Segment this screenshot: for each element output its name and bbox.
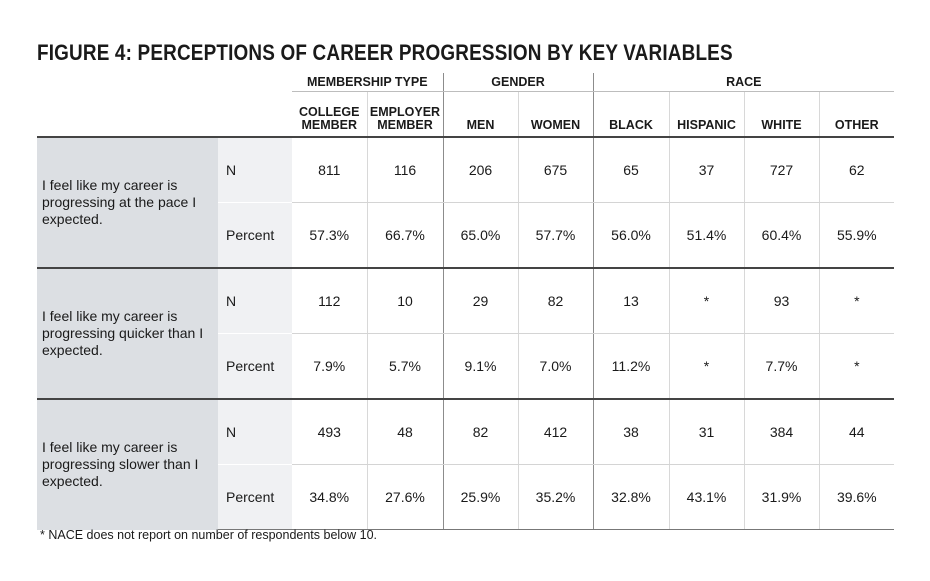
row-statement: I feel like my career is progressing at … <box>37 136 218 268</box>
stat-label-n: N <box>218 267 292 334</box>
column-header-white: WHITE <box>743 91 820 137</box>
stat-label-n: N <box>218 398 292 465</box>
cell-n-women: 412 <box>517 398 594 465</box>
column-header-employer-member: EMPLOYER MEMBER <box>366 91 443 137</box>
cell-n-women: 82 <box>517 267 594 334</box>
cell-percent-college-member: 7.9% <box>313 358 346 374</box>
stat-label-n: N <box>218 136 292 203</box>
cell-n-employer-member: 48 <box>366 398 443 465</box>
cell-percent-employer-member: 66.7% <box>366 202 443 268</box>
column-header-men: MEN <box>442 91 518 137</box>
cell-percent-women: 57.7% <box>517 202 594 268</box>
cell-percent-black: 11.2% <box>592 333 670 399</box>
cell-percent-white: 31.9% <box>743 464 820 530</box>
cell-n-white: 384 <box>743 398 820 465</box>
cell-n-hispanic: * <box>668 267 745 334</box>
table-row: I feel like my career is progressing slo… <box>37 398 895 530</box>
cell-n-black: 38 <box>592 398 670 465</box>
cell-n-hispanic: 37 <box>668 136 745 203</box>
cell-percent-college-member: 34.8% <box>292 464 367 530</box>
cell-n-men: 206 <box>442 136 518 203</box>
cell-n-men: 29 <box>442 267 518 334</box>
cell-n-black: 65 <box>592 136 670 203</box>
stat-label-percent: Percent <box>218 333 292 399</box>
group-header-gender: GENDER <box>442 73 594 92</box>
cell-n-women: 675 <box>517 136 594 203</box>
cell-n-men: 82 <box>442 398 518 465</box>
cell-n-white: 93 <box>743 267 820 334</box>
cell-percent-employer-member: 5.7% <box>366 333 443 399</box>
data-table: MEMBERSHIP TYPE GENDER RACE COLLEGE MEMB… <box>37 73 895 530</box>
cell-n-other: * <box>818 267 895 334</box>
cell-n-college-member: 112 <box>292 267 367 334</box>
table-row: I feel like my career is progressing qui… <box>37 267 895 399</box>
cell-n-hispanic: 31 <box>668 398 745 465</box>
cell-percent-other: * <box>818 333 895 399</box>
cell-percent-hispanic: 51.4% <box>668 202 745 268</box>
column-header-black: BLACK <box>592 91 670 137</box>
cell-n-other: 44 <box>818 398 895 465</box>
column-header-college-member: COLLEGE MEMBER <box>299 105 360 132</box>
cell-n-employer-member: 116 <box>366 136 443 203</box>
group-header-membership: MEMBERSHIP TYPE <box>292 73 443 92</box>
stat-label-percent: Percent <box>218 202 292 268</box>
footnote: * NACE does not report on number of resp… <box>40 528 378 542</box>
cell-percent-college-member: 57.3% <box>309 227 350 243</box>
table-row: I feel like my career is progressing at … <box>37 136 895 268</box>
row-statement: I feel like my career is progressing qui… <box>37 267 218 399</box>
cell-percent-other: 55.9% <box>818 202 895 268</box>
cell-n-college-member: 811 <box>292 136 367 203</box>
cell-percent-other: 39.6% <box>818 464 895 530</box>
page-title: FIGURE 4: PERCEPTIONS OF CAREER PROGRESS… <box>37 40 733 65</box>
table-row: Percent 7.9% 5.7% 9.1% 7.0% 11.2% * 7.7% * <box>37 333 895 399</box>
column-header-other: OTHER <box>818 91 895 137</box>
cell-n-employer-member: 10 <box>366 267 443 334</box>
cell-n-other: 62 <box>818 136 895 203</box>
cell-percent-hispanic: * <box>668 333 745 399</box>
cell-percent-black: 56.0% <box>592 202 670 268</box>
cell-percent-men: 25.9% <box>442 464 518 530</box>
cell-percent-hispanic: 43.1% <box>668 464 745 530</box>
row-statement: I feel like my career is progressing slo… <box>37 398 218 530</box>
cell-percent-men: 9.1% <box>442 333 518 399</box>
column-header-hispanic: HISPANIC <box>668 91 745 137</box>
cell-percent-white: 7.7% <box>743 333 820 399</box>
column-header-women: WOMEN <box>517 91 594 137</box>
stat-label-percent: Percent <box>218 464 292 530</box>
cell-percent-white: 60.4% <box>743 202 820 268</box>
table-row: Percent 57.3% 66.7% 65.0% 57.7% 56.0% 51.4% 60.… <box>37 202 895 268</box>
group-header-race: RACE <box>592 73 895 92</box>
cell-n-college-member: 493 <box>292 398 367 465</box>
table-body: I feel like my career is progressing at … <box>37 136 895 530</box>
cell-percent-women: 35.2% <box>517 464 594 530</box>
cell-n-white: 727 <box>743 136 820 203</box>
cell-percent-men: 65.0% <box>442 202 518 268</box>
cell-n-black: 13 <box>592 267 670 334</box>
cell-percent-black: 32.8% <box>592 464 670 530</box>
cell-percent-women: 7.0% <box>517 333 594 399</box>
cell-percent-employer-member: 27.6% <box>366 464 443 530</box>
table-row: Percent 34.8% 27.6% 25.9% 35.2% 32.8% 43.1% 31.… <box>37 464 895 530</box>
